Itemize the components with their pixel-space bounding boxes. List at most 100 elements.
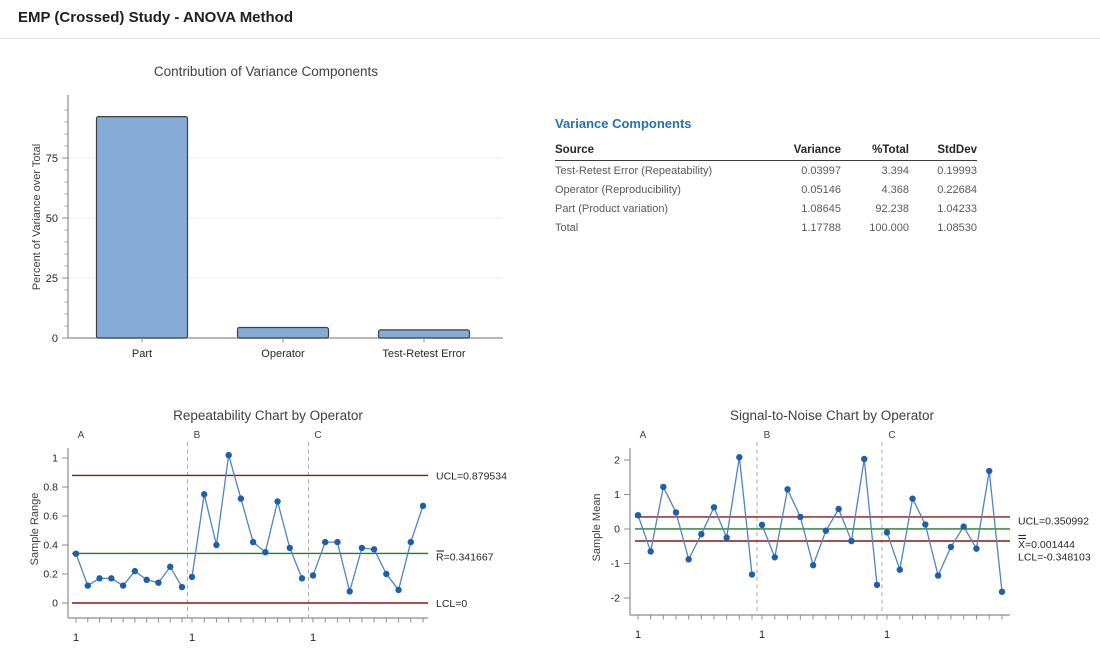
stage-label-c: C	[314, 430, 321, 441]
series-line	[191, 454, 303, 579]
source-cell: Test-Retest Error (Repeatability)	[555, 164, 713, 177]
variance-contribution-bar-chart: Contribution of Variance Components Perce…	[31, 64, 503, 360]
data-point	[108, 575, 115, 582]
table-row: Test-Retest Error (Repeatability) 0.03997…	[555, 161, 977, 181]
data-point	[685, 556, 692, 563]
y-tick-label: 25	[46, 273, 58, 285]
data-point	[998, 588, 1006, 595]
table-row: Part (Product variation) 1.08645 92.238 1.0…	[555, 199, 977, 218]
value-cell: 0.19993	[937, 164, 977, 177]
y-tick-label: 0	[614, 524, 620, 536]
data-point	[934, 572, 942, 579]
series-line	[886, 470, 1003, 592]
data-point	[835, 505, 842, 513]
bar-chart-title: Contribution of Variance Components	[154, 64, 378, 79]
data-point	[213, 541, 220, 549]
source-cell: Total	[555, 221, 579, 234]
data-point	[274, 498, 281, 505]
x-tick-label: 1	[189, 632, 195, 644]
source-cell: Operator (Reproducibility)	[555, 183, 681, 196]
data-point	[672, 509, 680, 516]
control-chart-y-axis-label: Sample Range	[29, 493, 41, 566]
data-point	[771, 554, 778, 561]
y-tick-label: 1	[614, 489, 620, 501]
data-point	[309, 572, 317, 579]
stage-label-b: B	[194, 430, 201, 441]
data-point	[143, 576, 150, 583]
data-point	[710, 504, 718, 511]
data-point	[201, 491, 208, 498]
y-tick-label: 1	[52, 453, 58, 465]
data-point	[848, 537, 855, 545]
control-chart-title: Signal-to-Noise Chart by Operator	[730, 408, 935, 423]
data-point	[167, 563, 174, 570]
control-line-label-lcl: LCL=-0.348103	[1018, 552, 1091, 564]
data-point	[286, 544, 293, 552]
stage-label-c: C	[888, 430, 895, 441]
variance-components-table: Source Variance %Total StdDev Test-Retest E…	[555, 142, 977, 237]
data-point	[188, 573, 196, 581]
data-point	[873, 581, 881, 589]
data-point	[797, 513, 804, 521]
data-point	[723, 534, 730, 541]
data-point	[358, 544, 366, 552]
page-title: EMP (Crossed) Study - ANOVA Method	[18, 9, 294, 26]
column-header-variance: Variance	[773, 142, 841, 161]
value-cell: 100.000	[869, 221, 909, 234]
control-chart-y-axis-label: Sample Mean	[591, 494, 603, 562]
value-cell: 4.368	[881, 183, 909, 196]
series-line	[75, 553, 183, 588]
x-category-label: Operator	[261, 348, 305, 360]
control-line-label-rbar: R=0.341667	[436, 552, 494, 564]
table-header-row: Source Variance %Total StdDev	[555, 142, 977, 161]
series-line	[312, 505, 424, 594]
data-point	[262, 549, 269, 556]
data-point	[861, 455, 868, 463]
data-point	[809, 562, 817, 569]
data-point	[155, 579, 162, 586]
value-cell: 0.22684	[937, 183, 977, 196]
control-chart-title: Repeatability Chart by Operator	[173, 408, 363, 423]
data-point	[334, 538, 341, 546]
table-row: Total 1.17788 100.000 1.08530	[555, 218, 977, 237]
value-cell: 92.238	[875, 202, 909, 215]
value-cell: 1.08645	[801, 202, 841, 215]
series-line	[761, 458, 878, 585]
y-tick-label: 75	[46, 153, 58, 165]
repeatability-chart: Repeatability Chart by Operator Sample Ra…	[29, 408, 507, 644]
data-point	[986, 467, 993, 475]
x-category-label: Test-Retest Error	[382, 348, 465, 360]
y-tick-label: 0.8	[43, 482, 58, 494]
y-tick-label: 0	[52, 598, 58, 610]
source-cell: Part (Product variation)	[555, 202, 669, 215]
data-point	[736, 454, 743, 461]
bar-test-retest-error	[377, 329, 471, 339]
data-point	[72, 550, 80, 557]
x-tick-label: 1	[884, 629, 890, 641]
x-tick-label: 1	[310, 632, 316, 644]
y-tick-label: -2	[611, 593, 620, 605]
stage-label-b: B	[764, 430, 771, 441]
control-line-label-lcl: LCL=0	[436, 598, 467, 610]
data-point	[322, 538, 329, 546]
x-tick-label: 1	[759, 629, 765, 641]
variance-components-panel: Variance Components Source Variance %Total…	[555, 116, 977, 237]
data-point	[119, 582, 127, 589]
data-point	[237, 495, 245, 502]
data-point	[822, 527, 830, 534]
data-point	[634, 512, 642, 519]
data-point	[960, 523, 967, 530]
data-point	[419, 502, 427, 510]
data-point	[748, 571, 756, 578]
value-cell: 3.394	[881, 164, 909, 177]
column-header-source: Source	[555, 142, 773, 161]
y-tick-label: 0.4	[43, 540, 58, 552]
value-cell: 1.17788	[801, 221, 841, 234]
data-point	[896, 566, 903, 573]
data-point	[225, 451, 232, 459]
data-point	[84, 582, 91, 589]
y-tick-label: 0.2	[43, 569, 58, 581]
data-point	[909, 495, 916, 502]
data-point	[698, 530, 705, 538]
